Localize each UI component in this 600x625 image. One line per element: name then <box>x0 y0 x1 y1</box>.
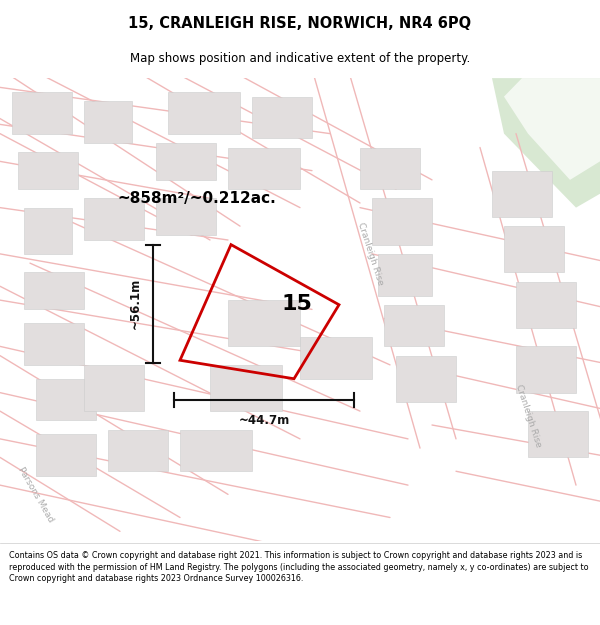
Text: ~56.1m: ~56.1m <box>128 278 142 329</box>
Polygon shape <box>84 101 132 143</box>
Polygon shape <box>528 411 588 458</box>
Polygon shape <box>24 272 84 309</box>
Polygon shape <box>504 78 600 180</box>
Text: 15, CRANLEIGH RISE, NORWICH, NR4 6PQ: 15, CRANLEIGH RISE, NORWICH, NR4 6PQ <box>128 16 472 31</box>
Polygon shape <box>504 226 564 272</box>
Polygon shape <box>156 198 216 236</box>
Polygon shape <box>156 143 216 180</box>
Text: Cranleigh Rise: Cranleigh Rise <box>514 383 542 448</box>
Polygon shape <box>492 171 552 217</box>
Text: Cranleigh Rise: Cranleigh Rise <box>356 221 385 286</box>
Polygon shape <box>84 365 144 411</box>
Text: Parsons Mead: Parsons Mead <box>17 465 55 524</box>
Polygon shape <box>300 337 372 379</box>
Text: Contains OS data © Crown copyright and database right 2021. This information is : Contains OS data © Crown copyright and d… <box>9 551 589 583</box>
Polygon shape <box>372 198 432 244</box>
Polygon shape <box>396 356 456 402</box>
Polygon shape <box>168 92 240 134</box>
Polygon shape <box>18 152 78 189</box>
Polygon shape <box>228 148 300 189</box>
Polygon shape <box>210 365 282 411</box>
Polygon shape <box>384 305 444 346</box>
Polygon shape <box>516 346 576 392</box>
Polygon shape <box>36 434 96 476</box>
Polygon shape <box>516 282 576 328</box>
Polygon shape <box>12 92 72 134</box>
Polygon shape <box>228 300 300 346</box>
Polygon shape <box>378 254 432 296</box>
Polygon shape <box>180 429 252 471</box>
Text: 15: 15 <box>281 294 313 314</box>
Polygon shape <box>36 379 96 421</box>
Polygon shape <box>24 323 84 365</box>
Polygon shape <box>84 198 144 240</box>
Polygon shape <box>492 78 600 208</box>
Polygon shape <box>252 97 312 138</box>
Polygon shape <box>24 208 72 254</box>
Polygon shape <box>360 148 420 189</box>
Text: Map shows position and indicative extent of the property.: Map shows position and indicative extent… <box>130 52 470 65</box>
Text: ~44.7m: ~44.7m <box>238 414 290 427</box>
Polygon shape <box>108 429 168 471</box>
Text: ~858m²/~0.212ac.: ~858m²/~0.212ac. <box>117 191 276 206</box>
